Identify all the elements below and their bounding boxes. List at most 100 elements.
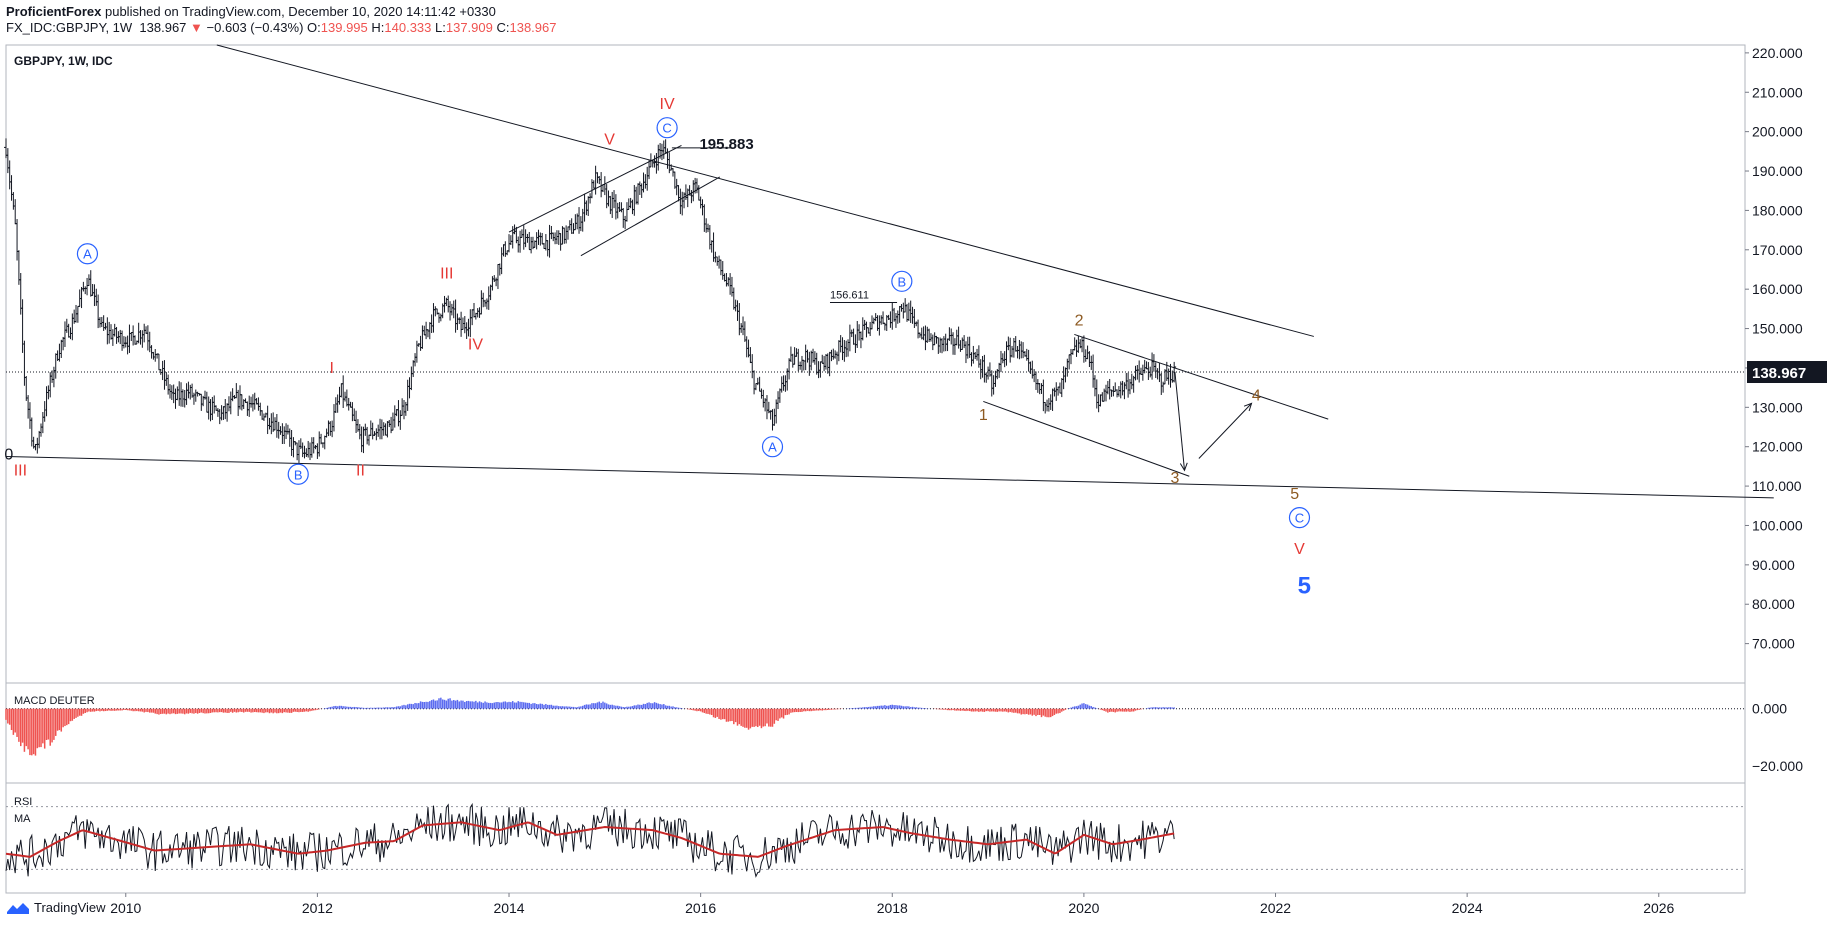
wave-label[interactable]: C [656,117,678,139]
wave-label-text: C [1295,511,1304,526]
time-tick-label: 2014 [493,900,524,916]
wave-label-text: 1 [979,407,988,424]
macd-tick-label: 0.000 [1752,701,1787,717]
time-tick-label: 2022 [1260,900,1291,916]
wave-label-text: B [294,467,303,482]
wave-label-text: 4 [1252,388,1261,405]
chart-header: ProficientForex published on TradingView… [6,4,556,36]
rsi-ma-line[interactable] [5,821,1175,858]
high-value: 140.333 [384,20,432,35]
wave-label[interactable]: 3 [1170,470,1179,487]
wave-label[interactable]: 5 [1298,572,1311,599]
wave-label[interactable]: C [1288,506,1311,529]
wave-label-text: I [330,360,334,377]
wave-label-circle [761,436,784,458]
time-tick-label: 2012 [302,900,333,916]
publish-line: ProficientForex published on TradingView… [6,4,556,20]
trendline-upper[interactable] [216,44,1314,337]
symbol-line: FX_IDC:GBPJPY, 1W [6,20,133,35]
wave-label[interactable]: 2 [1075,313,1084,330]
wave-label[interactable]: 4 [1252,388,1261,405]
trendline-lower[interactable] [5,456,1774,499]
macd-tick-label: −20.000 [1752,758,1803,774]
last-price: 138.967 [139,20,187,35]
macd-pane[interactable] [5,697,1745,756]
wave-label-text: A [83,247,92,262]
time-tick-label: 2010 [110,900,141,916]
time-tick-label: 2018 [877,900,908,916]
channel-upper[interactable] [508,144,682,233]
forecast-arrow-up-shaft [1198,403,1252,459]
wave-label[interactable]: II [356,462,365,479]
price-tick-label: 170.000 [1752,242,1803,258]
wave-label[interactable]: 1 [979,407,988,424]
axes: 220.000210.000200.000190.000180.000170.0… [110,45,1827,916]
channel-lower[interactable] [580,176,721,257]
wave-label-text: 5 [1298,572,1311,599]
ma-legend: MA [14,813,31,825]
wave-label[interactable]: V [604,132,615,149]
wave-label[interactable]: A [76,243,99,265]
wave-label[interactable]: IV [468,336,483,353]
forecast-arrow-down[interactable] [1174,371,1188,472]
wave-label[interactable]: A [761,436,784,458]
publish-info: published on TradingView.com, December 1… [104,4,496,19]
wave-label[interactable]: III [14,462,27,479]
wave-label[interactable]: 0 [4,447,13,464]
wave-label[interactable]: I [330,360,334,377]
time-tick-label: 2024 [1452,900,1483,916]
low-label: L: [435,20,446,35]
wave-label-text: III [14,462,27,479]
price-tick-label: 190.000 [1752,163,1803,179]
wave-label[interactable]: III [440,265,453,282]
forecast-arrow-up[interactable] [1198,402,1253,459]
price-tick-label: 160.000 [1752,281,1803,297]
forecast-arrow-down-head [1179,462,1188,472]
close-label: C: [496,20,510,35]
wave-label-text: IV [468,336,483,353]
forecast-arrow-down-shaft [1174,371,1185,471]
low-value: 137.909 [445,20,493,35]
wave-label-text: IV [660,96,675,113]
price-bar[interactable] [1172,361,1177,383]
price-tick-label: 220.000 [1752,45,1803,61]
macd-legend: MACD DEUTER [14,695,95,707]
price-tick-label: 90.000 [1752,557,1795,573]
author-name[interactable]: ProficientForex [6,4,102,19]
footer-brand[interactable]: TradingView [34,900,106,915]
wave-label-text: V [604,132,615,149]
wave-label[interactable]: B [287,463,309,485]
wave-label-text: 3 [1170,470,1179,487]
last-price-tag-bg [1747,361,1827,384]
price-tick-label: 210.000 [1752,84,1803,100]
wave-label[interactable]: IV [660,96,675,113]
wave-label[interactable]: V [1294,541,1305,558]
wave-label-text: 5 [1290,486,1299,503]
wave-label[interactable]: B [891,270,913,292]
wave-label-text: V [1294,541,1305,558]
open-label: O: [307,20,321,35]
price-tick-label: 70.000 [1752,636,1795,652]
forecast-arrow-up-head [1243,402,1253,412]
price-change: −0.603 (−0.43%) [206,20,304,35]
wedge-upper[interactable] [1074,333,1329,420]
tradingview-logo-icon[interactable] [6,901,30,915]
open-value: 139.995 [320,20,368,35]
rsi-line[interactable] [5,802,1175,878]
chart-frame [5,44,1746,894]
price-annotation: 156.611 [830,290,869,302]
price-tick-label: 130.000 [1752,399,1803,415]
price-tick-label: 100.000 [1752,517,1803,533]
price-tick-label: 150.000 [1752,321,1803,337]
wave-label-circle [656,117,678,139]
high-label: H: [371,20,385,35]
price-tick-label: 200.000 [1752,124,1803,140]
wave-label-text: B [898,274,907,289]
last-price-tag: 138.967 [1747,361,1827,384]
ohlc-line: FX_IDC:GBPJPY, 1W 138.967 ▼ −0.603 (−0.4… [6,20,556,36]
wedge-lower[interactable] [983,400,1190,477]
wave-label[interactable]: 5 [1290,486,1299,503]
rsi-pane[interactable] [5,802,1745,878]
